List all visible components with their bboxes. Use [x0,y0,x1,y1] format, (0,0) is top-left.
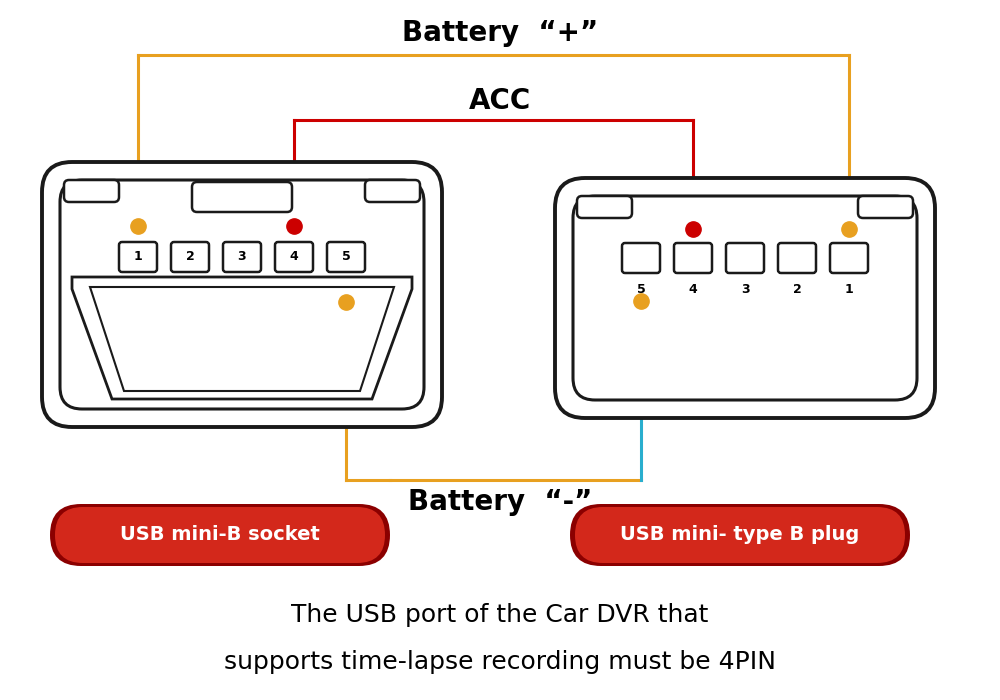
Polygon shape [72,277,412,399]
Polygon shape [90,287,394,391]
Text: The USB port of the Car DVR that: The USB port of the Car DVR that [291,603,709,627]
Text: 5: 5 [342,251,350,263]
FancyBboxPatch shape [60,180,424,409]
Text: 1: 1 [134,251,142,263]
FancyBboxPatch shape [64,180,119,202]
Text: 2: 2 [186,251,194,263]
Text: Battery  “+”: Battery “+” [402,19,598,47]
FancyBboxPatch shape [171,242,209,272]
FancyBboxPatch shape [570,504,910,566]
FancyBboxPatch shape [50,504,390,566]
Text: Battery  “-”: Battery “-” [408,488,592,516]
FancyBboxPatch shape [365,180,420,202]
FancyBboxPatch shape [575,507,905,563]
Text: USB mini-B socket: USB mini-B socket [120,526,320,545]
FancyBboxPatch shape [223,242,261,272]
FancyBboxPatch shape [778,243,816,273]
Text: 1: 1 [845,283,853,296]
FancyBboxPatch shape [55,507,385,563]
FancyBboxPatch shape [622,243,660,273]
FancyBboxPatch shape [275,242,313,272]
Text: 4: 4 [290,251,298,263]
Text: supports time-lapse recording must be 4PIN: supports time-lapse recording must be 4P… [224,650,776,674]
FancyBboxPatch shape [555,178,935,418]
FancyBboxPatch shape [577,196,632,218]
FancyBboxPatch shape [573,196,917,400]
Text: 5: 5 [637,283,645,296]
FancyBboxPatch shape [674,243,712,273]
FancyBboxPatch shape [192,182,292,212]
FancyBboxPatch shape [858,196,913,218]
Text: 3: 3 [741,283,749,296]
FancyBboxPatch shape [830,243,868,273]
Text: 2: 2 [793,283,801,296]
Text: USB mini- type B plug: USB mini- type B plug [620,526,860,545]
FancyBboxPatch shape [42,162,442,427]
Text: 4: 4 [689,283,697,296]
Text: 3: 3 [238,251,246,263]
FancyBboxPatch shape [119,242,157,272]
Text: ACC: ACC [469,87,531,115]
FancyBboxPatch shape [327,242,365,272]
FancyBboxPatch shape [726,243,764,273]
